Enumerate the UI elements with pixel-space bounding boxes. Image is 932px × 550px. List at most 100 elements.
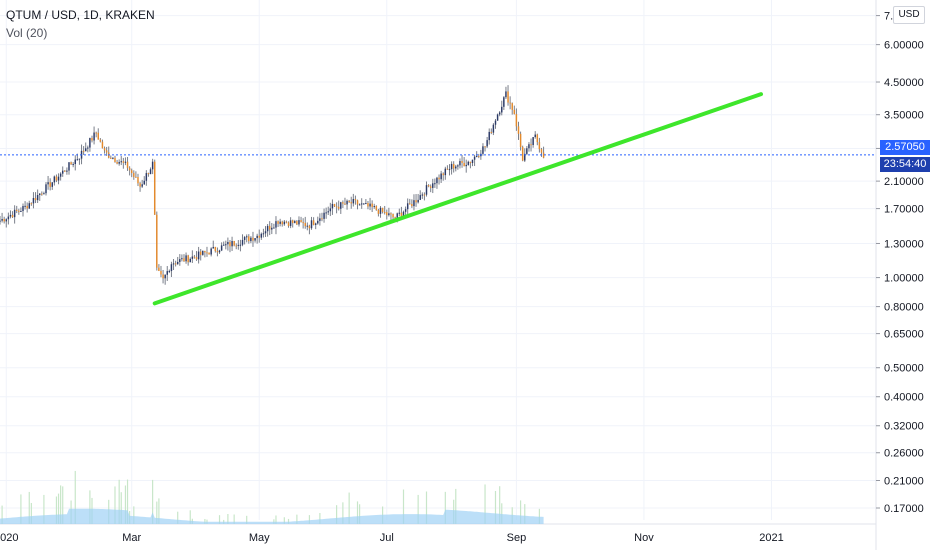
- candle-body: [325, 212, 327, 214]
- candle-body: [304, 222, 306, 227]
- candle-body: [469, 161, 472, 164]
- candle-body: [346, 200, 348, 205]
- candle-body: [406, 203, 409, 210]
- candle-body: [145, 173, 148, 181]
- symbol-legend: QTUM / USD, 1D, KRAKEN: [6, 8, 155, 22]
- candle-body: [478, 155, 480, 157]
- candle-body: [220, 245, 223, 251]
- candle-body: [222, 244, 225, 246]
- candle-body: [335, 206, 338, 208]
- candle-body: [486, 140, 488, 147]
- candle-body: [360, 203, 363, 205]
- time-tick-label: Mar: [122, 532, 141, 544]
- candle-body: [473, 156, 476, 160]
- candle-body: [256, 235, 258, 239]
- candle-body: [61, 170, 64, 174]
- candle-body: [99, 139, 102, 142]
- candle-body: [505, 91, 507, 98]
- candle-body: [204, 250, 206, 253]
- candle-body: [540, 149, 543, 153]
- candle-body: [53, 176, 56, 183]
- candle-body: [452, 163, 455, 169]
- candle-body: [300, 220, 302, 223]
- trendline[interactable]: [152, 92, 764, 306]
- candle-body: [15, 209, 18, 211]
- candle-body: [534, 134, 536, 138]
- candle-body: [392, 214, 394, 218]
- candle-body: [312, 220, 315, 225]
- volume-legend: Vol (20): [6, 26, 48, 40]
- candle-body: [503, 97, 505, 107]
- candle-body: [74, 159, 76, 165]
- candle-body: [55, 176, 58, 181]
- candle-body: [298, 220, 300, 225]
- candle-body: [542, 152, 545, 158]
- candle-body: [130, 170, 133, 174]
- candle-body: [68, 162, 70, 171]
- candle-body: [400, 212, 403, 217]
- candle-body: [133, 173, 135, 177]
- candle-body: [398, 212, 401, 214]
- candle-body: [530, 144, 532, 146]
- candle-body: [498, 112, 501, 115]
- candle-body: [319, 218, 321, 221]
- grid-lines: [0, 0, 876, 520]
- candle-body: [507, 91, 509, 103]
- candle-body: [379, 207, 382, 214]
- candle-body: [429, 186, 432, 188]
- candle-body: [404, 209, 407, 212]
- candle-body: [509, 102, 511, 104]
- candle-body: [294, 221, 296, 223]
- time-tick-label: 2020: [0, 532, 19, 544]
- time-axis[interactable]: 2020 Mar May Jul Sep Nov 2021: [0, 532, 784, 544]
- candle-body: [124, 161, 127, 163]
- candle-body: [436, 177, 438, 184]
- candle-body: [348, 200, 350, 203]
- candle-body: [227, 241, 229, 245]
- candle-body: [381, 207, 384, 212]
- candle-body: [141, 184, 143, 187]
- candle-body: [363, 203, 365, 205]
- candle-body: [72, 164, 74, 166]
- candle-body: [59, 173, 62, 177]
- candle-body: [229, 241, 231, 247]
- candle-body: [482, 146, 484, 154]
- candle-body: [210, 248, 212, 255]
- candle-body: [365, 203, 367, 205]
- time-tick-label: May: [249, 532, 270, 544]
- candle-body: [268, 225, 271, 230]
- candle-body: [135, 176, 137, 178]
- price-tick-label: 0.26000: [884, 448, 924, 460]
- candle-body: [302, 222, 304, 224]
- candle-body: [421, 194, 424, 196]
- candle-body: [97, 132, 99, 140]
- candle-body: [444, 168, 447, 176]
- candle-body: [149, 169, 152, 175]
- candle-body: [350, 202, 352, 204]
- candle-body: [38, 193, 41, 195]
- candle-body: [195, 257, 198, 260]
- candle-body: [317, 220, 319, 224]
- candle-body: [166, 271, 168, 275]
- candle-body: [1, 219, 3, 221]
- candle-body: [501, 106, 503, 113]
- price-tick-label: 0.65000: [884, 329, 924, 341]
- candle-body: [199, 251, 202, 255]
- candle-body: [225, 244, 227, 246]
- price-axis[interactable]: 7.500006.000004.500003.500002.700002.100…: [876, 11, 924, 515]
- candle-body: [143, 180, 145, 185]
- candle-body: [105, 150, 108, 153]
- candle-body: [492, 124, 495, 133]
- candle-body: [409, 203, 411, 205]
- candle-body: [112, 157, 114, 159]
- candle-body: [526, 148, 528, 154]
- candle-body: [446, 168, 449, 170]
- price-tick-label: 0.40000: [884, 392, 924, 404]
- currency-button[interactable]: USD: [893, 6, 925, 24]
- candle-body: [289, 220, 292, 226]
- candle-body: [388, 213, 390, 216]
- price-tick-label: 0.17000: [884, 503, 924, 515]
- candle-body: [122, 161, 125, 163]
- candle-body: [450, 163, 453, 170]
